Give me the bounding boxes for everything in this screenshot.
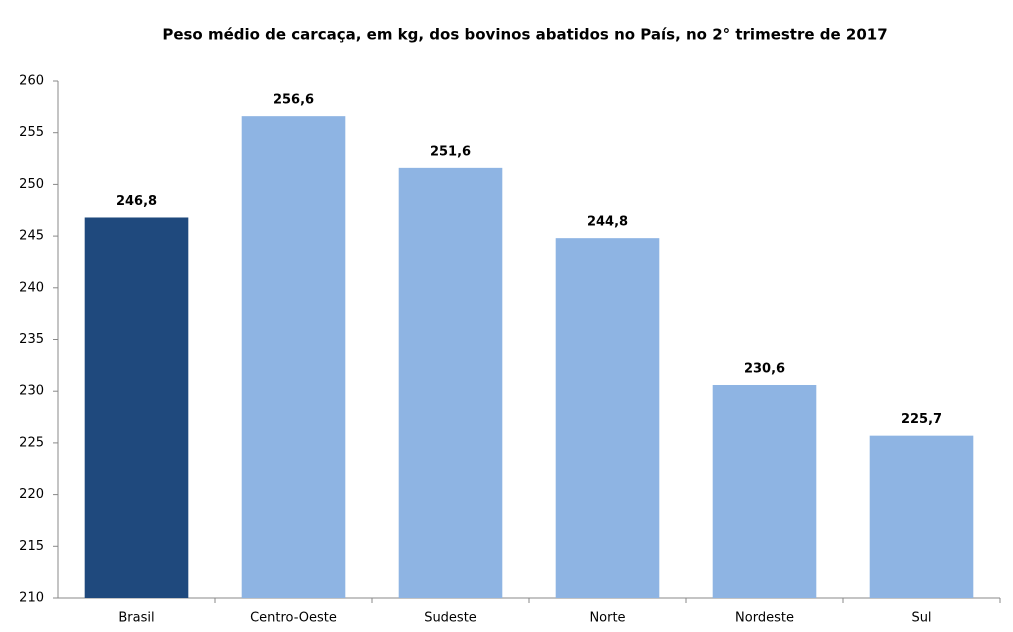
y-tick-label: 245 (19, 229, 44, 244)
y-tick-label: 220 (19, 487, 44, 502)
x-tick-label: Nordeste (735, 611, 794, 626)
bar (869, 435, 974, 598)
x-tick-label: Norte (589, 611, 625, 626)
x-tick-label: Centro-Oeste (250, 611, 337, 626)
y-tick-label: 215 (19, 539, 44, 554)
y-tick-label: 225 (19, 435, 44, 450)
x-tick-label: Brasil (118, 611, 154, 626)
y-tick-label: 235 (19, 332, 44, 347)
value-label: 251,6 (430, 144, 471, 159)
y-tick-label: 210 (19, 591, 44, 606)
bar (555, 238, 660, 598)
y-tick-label: 255 (19, 125, 44, 140)
bar (712, 384, 817, 598)
value-label: 230,6 (744, 361, 785, 376)
bar (241, 116, 346, 598)
chart-title: Peso médio de carcaça, em kg, dos bovino… (162, 26, 887, 44)
y-tick-label: 230 (19, 384, 44, 399)
value-label: 244,8 (587, 215, 628, 230)
bar (84, 217, 189, 598)
bar (398, 167, 503, 598)
value-label: 256,6 (273, 93, 314, 108)
y-tick-label: 260 (19, 74, 44, 89)
value-label: 225,7 (901, 412, 942, 427)
y-tick-label: 250 (19, 177, 44, 192)
x-tick-label: Sul (911, 611, 931, 626)
y-tick-label: 240 (19, 280, 44, 295)
value-label: 246,8 (116, 194, 157, 209)
x-tick-label: Sudeste (424, 611, 477, 626)
